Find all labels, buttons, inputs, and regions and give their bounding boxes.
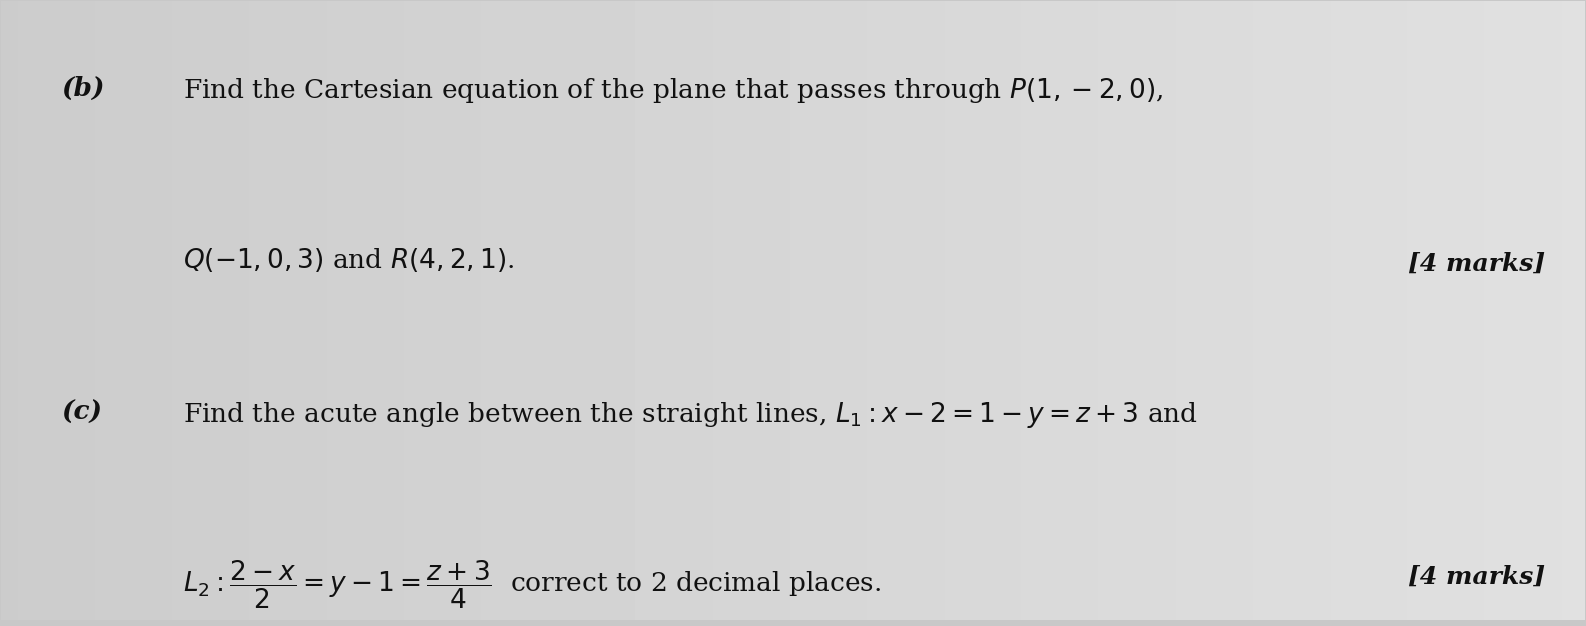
Text: (c): (c) xyxy=(62,400,103,425)
Text: (b): (b) xyxy=(62,76,105,101)
Text: [4 marks]: [4 marks] xyxy=(1408,252,1545,276)
Text: $L_2:\dfrac{2-x}{2}=y-1=\dfrac{z+3}{4}$  correct to 2 decimal places.: $L_2:\dfrac{2-x}{2}=y-1=\dfrac{z+3}{4}$ … xyxy=(184,559,882,611)
Text: $Q(-1,0,3)$ and $R(4,2,1)$.: $Q(-1,0,3)$ and $R(4,2,1)$. xyxy=(184,245,515,274)
Text: [4 marks]: [4 marks] xyxy=(1408,565,1545,589)
Text: Find the acute angle between the straight lines, $L_1: x-2=1-y=z+3$ and: Find the acute angle between the straigh… xyxy=(184,400,1199,430)
Text: Find the Cartesian equation of the plane that passes through $P(1,-2,0)$,: Find the Cartesian equation of the plane… xyxy=(184,76,1164,105)
